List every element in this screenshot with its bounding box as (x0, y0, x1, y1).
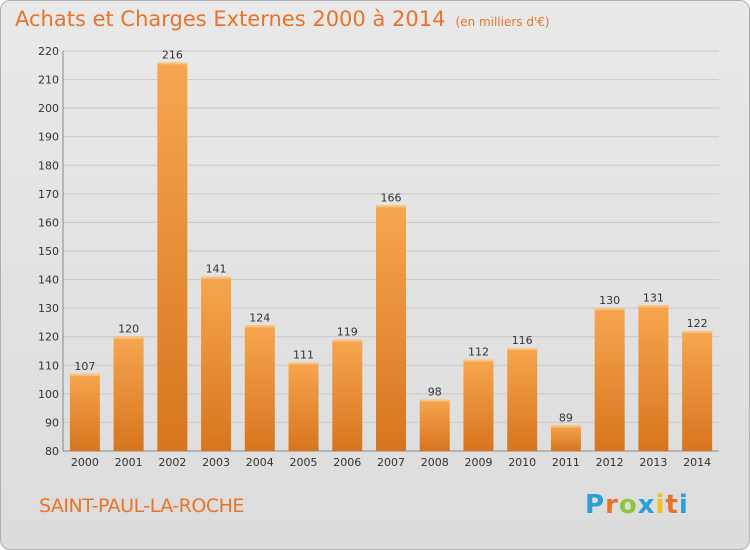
y-tick-label: 170 (38, 188, 59, 201)
bar-top (507, 348, 538, 351)
bar-value-label: 119 (337, 326, 358, 339)
chart-title-text: Achats et Charges Externes 2000 à 2014 (15, 7, 446, 31)
bar-value-label: 216 (162, 48, 183, 61)
x-tick-label: 2006 (333, 456, 361, 469)
bar-top (201, 276, 232, 279)
proxiti-logo: Proxiti (585, 490, 689, 520)
y-tick-label: 200 (38, 102, 59, 115)
x-tick-label: 2014 (683, 456, 711, 469)
x-tick-label: 2004 (246, 456, 274, 469)
bar-top (638, 305, 669, 308)
x-tick-label: 2010 (508, 456, 536, 469)
y-tick-label: 80 (45, 445, 59, 458)
bar-top (463, 359, 494, 362)
x-tick-label: 2011 (552, 456, 580, 469)
bar (69, 373, 100, 451)
bar (550, 425, 581, 451)
bar (201, 276, 232, 451)
commune-name: SAINT-PAUL-LA-ROCHE (39, 495, 244, 517)
bar-top (594, 308, 625, 311)
y-tick-label: 140 (38, 274, 59, 287)
y-tick-label: 90 (45, 416, 59, 429)
x-tick-label: 2009 (464, 456, 492, 469)
bar-top (288, 362, 319, 365)
bar (419, 399, 450, 451)
bar-value-label: 130 (599, 294, 620, 307)
bar-top (376, 205, 406, 208)
bar-top (419, 399, 450, 402)
bar-top (550, 425, 581, 428)
x-tick-label: 2008 (421, 456, 449, 469)
x-tick-label: 2000 (71, 456, 99, 469)
bar (244, 325, 275, 451)
bar-value-label: 131 (643, 291, 664, 304)
y-tick-label: 100 (38, 388, 59, 401)
bar (332, 339, 363, 451)
x-tick-label: 2005 (290, 456, 318, 469)
y-tick-label: 150 (38, 245, 59, 258)
chart-subtitle: (en milliers d'€) (455, 15, 550, 29)
bar-top (157, 62, 188, 65)
bar-value-label: 107 (74, 360, 95, 373)
bar-value-label: 120 (118, 323, 139, 336)
bar (157, 62, 188, 452)
y-tick-label: 210 (38, 74, 59, 87)
bar-value-label: 166 (381, 191, 402, 204)
x-tick-label: 2001 (115, 456, 143, 469)
bar-value-label: 141 (206, 263, 227, 276)
y-tick-label: 120 (38, 331, 59, 344)
bar-value-label: 116 (512, 334, 533, 347)
bar (463, 359, 494, 451)
y-tick-label: 130 (38, 302, 59, 315)
y-tick-label: 180 (38, 159, 59, 172)
bar (288, 362, 319, 451)
x-tick-label: 2012 (596, 456, 624, 469)
x-tick-label: 2013 (639, 456, 667, 469)
bar (376, 205, 406, 451)
y-tick-label: 110 (38, 359, 59, 372)
bar-value-label: 122 (687, 317, 708, 330)
bar-top (113, 336, 144, 339)
x-tick-label: 2007 (377, 456, 405, 469)
y-tick-label: 190 (38, 131, 59, 144)
chart-title: Achats et Charges Externes 2000 à 2014 (e… (15, 7, 550, 31)
bar (594, 308, 625, 451)
bar (507, 348, 538, 451)
bar-value-label: 98 (428, 386, 442, 399)
bar-value-label: 112 (468, 346, 489, 359)
y-tick-label: 160 (38, 216, 59, 229)
bar-value-label: 124 (249, 311, 270, 324)
bar (638, 305, 669, 451)
bar-value-label: 89 (559, 411, 573, 424)
bar-top (332, 339, 363, 342)
bar-top (69, 373, 100, 376)
bar-top (682, 331, 713, 333)
bar (682, 331, 713, 451)
bar-value-label: 111 (293, 348, 314, 361)
bar (113, 336, 144, 451)
y-tick-label: 220 (38, 45, 59, 58)
bar-top (244, 325, 275, 328)
x-tick-label: 2003 (202, 456, 230, 469)
x-tick-label: 2002 (158, 456, 186, 469)
